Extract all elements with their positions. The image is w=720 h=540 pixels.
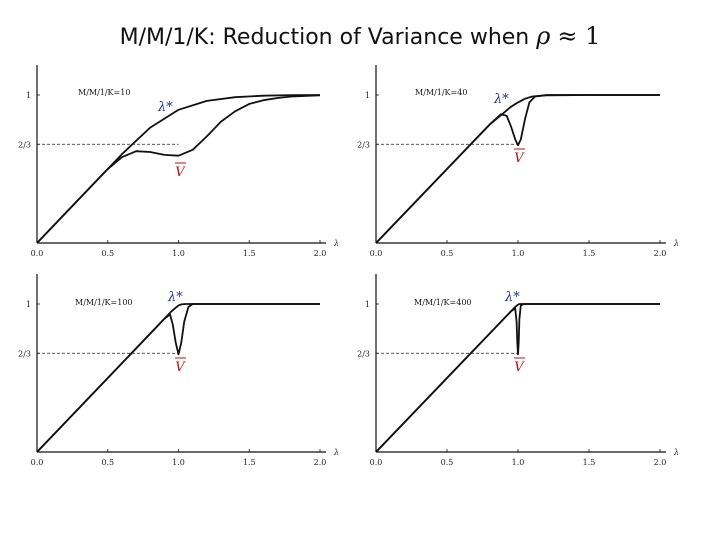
v-bar-label: V <box>514 151 525 166</box>
x-tick-label: 0.0 <box>370 458 383 467</box>
x-tick-label: 0.5 <box>441 249 454 258</box>
y-tick-label: 2/3 <box>357 140 370 149</box>
x-tick-label: 1.0 <box>512 249 525 258</box>
x-tick-label: 1.5 <box>243 458 256 467</box>
v-bar-label: V <box>175 360 186 375</box>
v-bar-curve <box>375 94 660 244</box>
slide-title: M/M/1/K: Reduction of Variance when ρ ≈ … <box>0 22 720 50</box>
x-tick-label: 0.5 <box>101 249 114 258</box>
x-tick-label: 0.5 <box>101 458 114 467</box>
x-axis-label: λ <box>673 448 679 457</box>
lambda-star-curve <box>36 303 320 453</box>
x-tick-label: 0.5 <box>441 458 454 467</box>
v-bar-curve <box>36 94 321 244</box>
panel-title: M/M/1/K=10 <box>78 88 130 97</box>
y-tick-label: 2/3 <box>18 140 31 149</box>
v-bar-curve <box>36 303 320 453</box>
x-tick-label: 2.0 <box>314 249 327 258</box>
x-tick-label: 1.5 <box>243 249 256 258</box>
y-tick-label: 2/3 <box>357 349 370 358</box>
x-tick-label: 0.0 <box>370 249 383 258</box>
x-tick-label: 0.0 <box>31 458 44 467</box>
x-axis-label: λ <box>673 239 679 248</box>
y-tick-label: 1 <box>26 300 31 309</box>
y-tick-label: 1 <box>26 91 31 100</box>
title-rho-symbol: ρ <box>536 22 551 50</box>
v-bar-label: V <box>175 165 186 180</box>
v-bar-curve <box>375 303 660 453</box>
y-tick-label: 1 <box>365 91 370 100</box>
x-tick-label: 2.0 <box>654 249 667 258</box>
lambda-star-label: λ* <box>157 100 173 115</box>
x-tick-label: 1.5 <box>583 249 596 258</box>
x-tick-label: 2.0 <box>654 458 667 467</box>
x-axis-label: λ <box>333 448 339 457</box>
lambda-star-label: λ* <box>504 290 520 305</box>
v-bar-label: V <box>514 360 525 375</box>
panel-title: M/M/1/K=40 <box>415 88 467 97</box>
x-tick-label: 1.0 <box>172 249 185 258</box>
x-tick-label: 2.0 <box>314 458 327 467</box>
panel-title: M/M/1/K=100 <box>75 298 133 307</box>
panel-title: M/M/1/K=400 <box>414 298 472 307</box>
x-tick-label: 1.0 <box>172 458 185 467</box>
lambda-star-label: λ* <box>493 92 509 107</box>
lambda-star-label: λ* <box>167 290 183 305</box>
x-axis-label: λ <box>333 239 339 248</box>
title-text: M/M/1/K: Reduction of Variance when <box>119 25 530 50</box>
x-tick-label: 1.5 <box>583 458 596 467</box>
y-tick-label: 1 <box>365 300 370 309</box>
x-tick-label: 1.0 <box>512 458 525 467</box>
title-approx-one: ≈ 1 <box>557 22 601 50</box>
lambda-star-curve <box>375 303 660 453</box>
y-tick-label: 2/3 <box>18 349 31 358</box>
lambda-star-curve <box>375 94 660 244</box>
x-tick-label: 0.0 <box>31 249 44 258</box>
